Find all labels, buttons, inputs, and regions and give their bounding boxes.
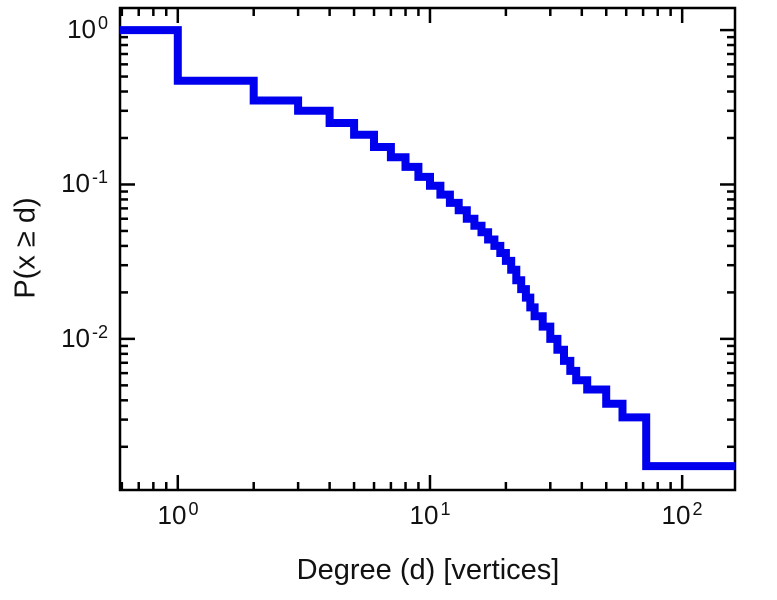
x-axis-label: Degree (d) [vertices]: [296, 554, 560, 586]
y-axis-label: P(x ≥ d): [9, 197, 42, 299]
tick-base: 10: [661, 500, 691, 530]
tick-base: 10: [61, 323, 90, 353]
tick-base: 10: [157, 500, 187, 530]
x-tick-label: 10 0: [157, 499, 199, 533]
tick-exponent: 0: [97, 13, 108, 33]
x-tick-label: 10 1: [409, 499, 451, 533]
y-ticks: [120, 28, 735, 449]
y-tick-label: 10 -2: [0, 322, 108, 356]
tick-exponent: 0: [188, 499, 199, 519]
tick-base: 10: [61, 168, 90, 198]
tick-exponent: -2: [91, 322, 108, 342]
plot-border: [118, 6, 737, 492]
tick-base: 10: [67, 14, 96, 44]
x-ticks: [120, 8, 684, 490]
tick-exponent: 1: [440, 499, 451, 519]
y-tick-label: 10 -1: [0, 167, 108, 201]
ccdf-step-line: [120, 26, 735, 471]
tick-exponent: -1: [91, 167, 108, 187]
tick-base: 10: [409, 500, 439, 530]
y-tick-label: 10 0: [0, 13, 108, 47]
tick-exponent: 2: [692, 499, 703, 519]
x-tick-label: 10 2: [661, 499, 703, 533]
